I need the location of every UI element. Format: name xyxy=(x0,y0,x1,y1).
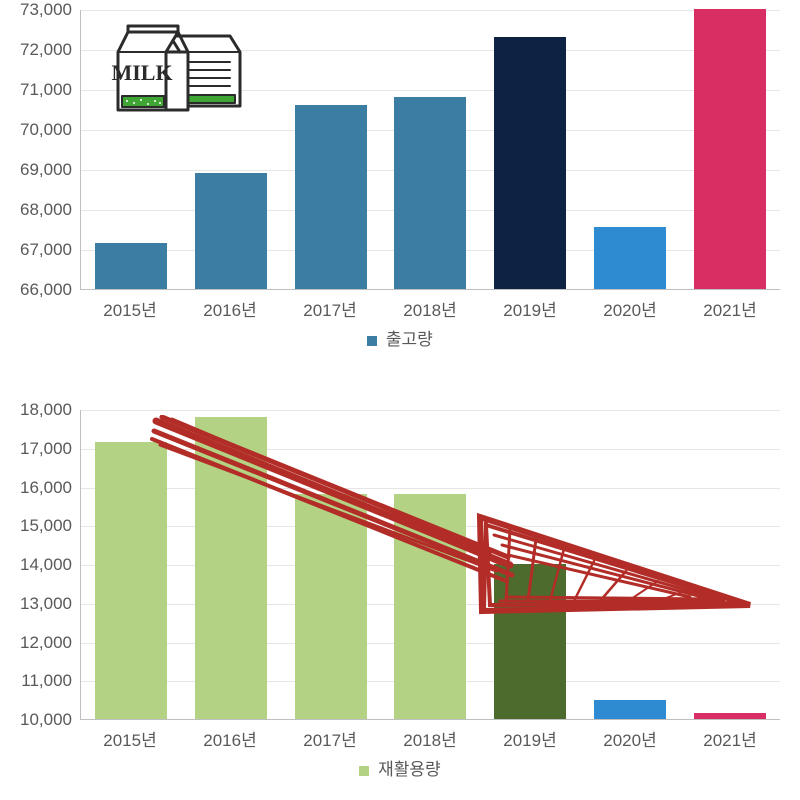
xlabels-bottom: 2015년2016년2017년2018년2019년2020년2021년 xyxy=(80,726,780,751)
x-axis-label: 2020년 xyxy=(580,726,680,751)
bar xyxy=(594,700,666,719)
bar xyxy=(694,713,766,719)
legend-bottom: 재활용량 xyxy=(10,755,790,780)
x-axis-label: 2021년 xyxy=(680,726,780,751)
bar xyxy=(95,442,167,719)
y-axis-label: 13,000 xyxy=(10,594,72,614)
plot-area-bottom xyxy=(80,410,780,720)
x-axis-label: 2018년 xyxy=(380,726,480,751)
legend-swatch-bottom xyxy=(359,766,369,776)
y-axis-label: 16,000 xyxy=(10,478,72,498)
y-axis-label: 17,000 xyxy=(10,439,72,459)
bars-container xyxy=(81,410,780,719)
svg-text:MILK: MILK xyxy=(111,60,172,85)
bar xyxy=(494,564,566,719)
y-axis-label: 12,000 xyxy=(10,633,72,653)
x-axis-label: 2016년 xyxy=(180,726,280,751)
chart-bottom: 2015년2016년2017년2018년2019년2020년2021년 재활용량… xyxy=(10,0,790,800)
bar xyxy=(195,417,267,719)
bar xyxy=(394,494,466,719)
bar xyxy=(295,494,367,719)
x-axis-label: 2015년 xyxy=(80,726,180,751)
milk-carton-icon: MILK xyxy=(100,18,250,118)
y-axis-label: 14,000 xyxy=(10,555,72,575)
legend-label-bottom: 재활용량 xyxy=(378,760,441,779)
y-axis-label: 18,000 xyxy=(10,400,72,420)
y-axis-label: 11,000 xyxy=(10,671,72,691)
y-axis-label: 15,000 xyxy=(10,516,72,536)
y-axis-label: 10,000 xyxy=(10,710,72,730)
x-axis-label: 2019년 xyxy=(480,726,580,751)
x-axis-label: 2017년 xyxy=(280,726,380,751)
